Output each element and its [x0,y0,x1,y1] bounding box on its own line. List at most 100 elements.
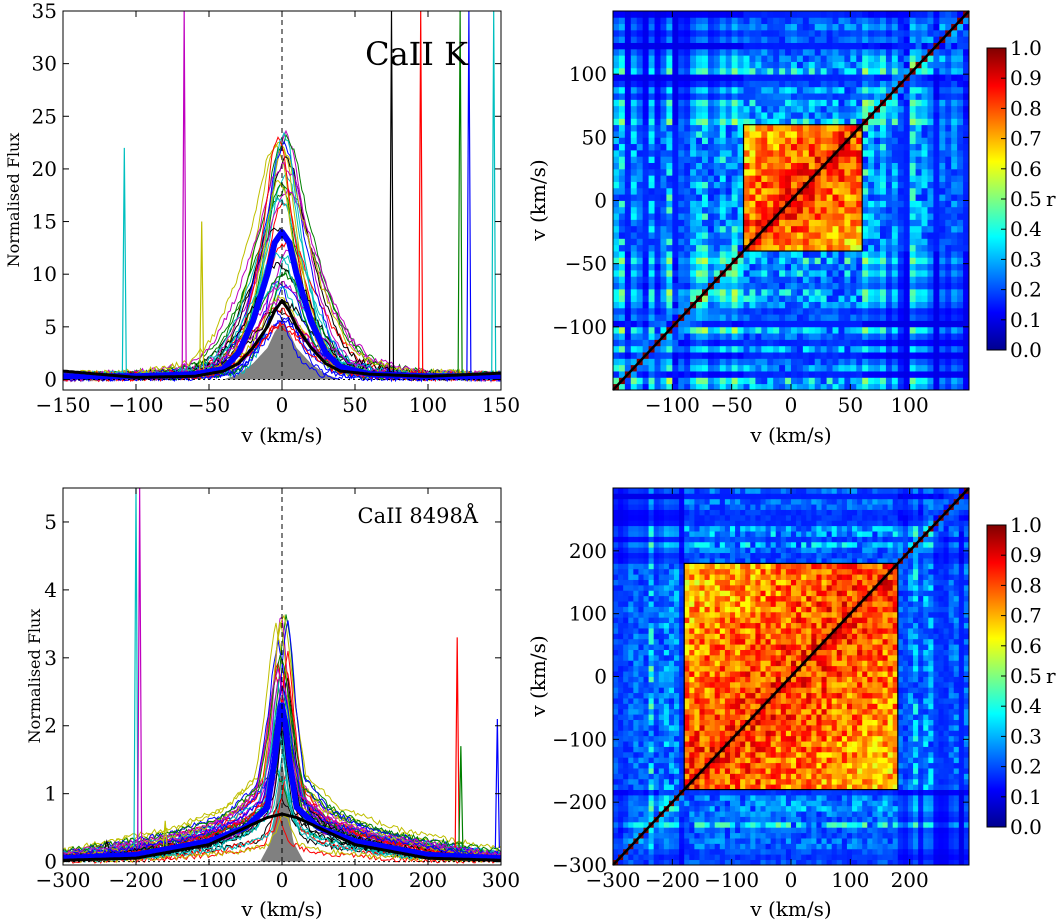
caii-k-heatmap-cell [672,187,679,195]
caii-k-heatmap-cell [666,187,673,195]
caii-k-heatmap-cell [885,307,893,315]
caii-k-heatmap-cell [921,17,928,25]
caii-k-heatmap-cell [684,383,691,391]
caii-k-heatmap-cell [660,74,667,81]
caii-8498-heatmap-cell [648,735,655,742]
caii-8498-heatmap-cell [648,558,655,564]
caii-k-heatmap-cell [719,93,727,100]
caii-k-heatmap-cell [921,99,928,107]
caii-k-heatmap-cell [796,307,804,315]
caii-k-heatmap-cell [850,244,857,252]
caii-8498-heatmap-cell [618,628,624,634]
caii-k-heatmap-cell [719,307,727,315]
caii-k-heatmap-cell [862,326,869,334]
caii-k-heatmap-cell [868,55,875,62]
caii-k-heatmap-cell [897,118,905,126]
caii-k-heatmap-cell [891,244,899,252]
caii-k-heatmap-cell [820,124,827,132]
caii-8498-heatmap-cell [613,821,619,828]
caii-k-heatmap-cell [820,131,827,138]
caii-k-heatmap-cell [951,168,958,176]
caii-k-heatmap-cell [791,282,798,290]
caii-k-heatmap-cell [903,383,911,391]
caii-8498-heatmap-cell [668,654,675,661]
caii-k-heatmap-cell [791,200,798,208]
caii-k-heatmap-cell [654,55,661,62]
caii-k-heatmap-cell [951,238,958,246]
caii-k-heatmap-cell [749,232,756,239]
caii-k-heatmap-cell [868,67,875,75]
caii-k-heatmap-cell [779,320,786,328]
caii-k-heatmap-cell [791,213,798,220]
caii-k-heatmap-cell [963,194,970,201]
caii-k-heatmap-cell [880,352,887,359]
caii-8498-heatmap-cell [668,568,675,575]
caii-8498-heatmap-cell [668,789,675,796]
caii-k-heatmap-cell [885,42,893,50]
caii-k-heatmap-cell [749,118,756,126]
caii-k-heatmap-area [612,10,970,391]
caii-8498-heatmap-cell [648,778,655,785]
caii-8498-heatmap-cell [643,606,649,613]
caii-k-heatmap-cell [630,181,638,189]
caii-k-heatmap-cell [684,118,691,126]
caii-k-heatmap-cell [903,371,911,378]
caii-k-heatmap-cell [666,112,673,119]
caii-k-heatmap-cell [903,364,911,372]
caii-k-heatmap-cell [885,225,893,233]
caii-8498-heatmap-cell [613,730,619,737]
caii-k-heatmap-cell [933,93,940,100]
caii-k-heatmap-core-contour [742,124,863,252]
caii-k-heatmap-cell [891,143,899,151]
caii-8498-heatmap-cell [648,525,655,532]
caii-k-heatmap-cell [648,213,655,220]
caii-k-heatmap-cell [945,105,952,113]
caii-k-heatmap-cell [731,301,738,309]
caii-k-heatmap-cell [921,383,928,391]
caii-k-heatmap-cell [648,263,655,271]
caii-8498-heatmap-cell [628,789,634,796]
caii-k-heatmap-cell [832,206,839,214]
caii-k-heatmap-cell [707,93,715,100]
caii-8498-heatmap-cell [643,741,649,747]
caii-k-heatmap-cell [613,276,620,284]
caii-8498-heatmap-cell [638,649,644,656]
caii-k-heatmap-cell [850,307,857,315]
caii-k-heatmap-cell [963,118,970,126]
caii-k-heatmap-cell [826,131,833,138]
caii-k-heatmap-cell [796,352,804,359]
caii-8498-heatmap-cell [633,579,639,586]
caii-k-heatmap-cell [767,377,774,385]
caii-k-heatmap-cell [909,352,916,359]
caii-k-heatmap-cell [660,112,667,119]
caii-k-heatmap-cell [618,251,626,258]
caii-k-heatmap-cell [844,301,851,309]
caii-k-heatmap-cell [613,48,620,56]
caii-8498-heatmap-cell [653,859,660,866]
caii-k-heatmap-cell [707,307,715,315]
caii-k-heatmap-cell [654,263,661,271]
caii-8498-heatmap-cell [623,687,629,694]
caii-k-heatmap-cell [832,86,839,94]
caii-k-heatmap-cell [731,112,738,119]
caii-k-heatmap-cell [654,36,661,43]
caii-k-heatmap-cell [939,187,946,195]
caii-8498-heatmap-cell [684,692,690,699]
caii-8498-heatmap-cell [668,579,675,586]
caii-k-heatmap-cell [814,67,822,75]
caii-k-heatmap-cell [684,99,691,107]
caii-8498-heatmap-cell [643,665,649,672]
caii-k-heatmap-cell [773,181,780,189]
caii-k-heatmap-cell [885,124,893,132]
caii-k-heatmap-cell [945,295,952,302]
caii-k-heatmap-cell [672,61,679,69]
caii-k-heatmap-cell [802,301,810,309]
caii-k-heatmap-cell [707,326,715,334]
caii-8498-heatmap-cell [643,536,649,543]
caii-k-heatmap-cell [773,175,780,182]
caii-k-heatmap-cell [826,162,833,170]
caii-8498-heatmap-cell [638,811,644,817]
caii-k-heatmap-cell [945,181,952,189]
caii-k-heatmap-cell [761,282,768,290]
caii-k-heatmap-cell [779,175,786,182]
